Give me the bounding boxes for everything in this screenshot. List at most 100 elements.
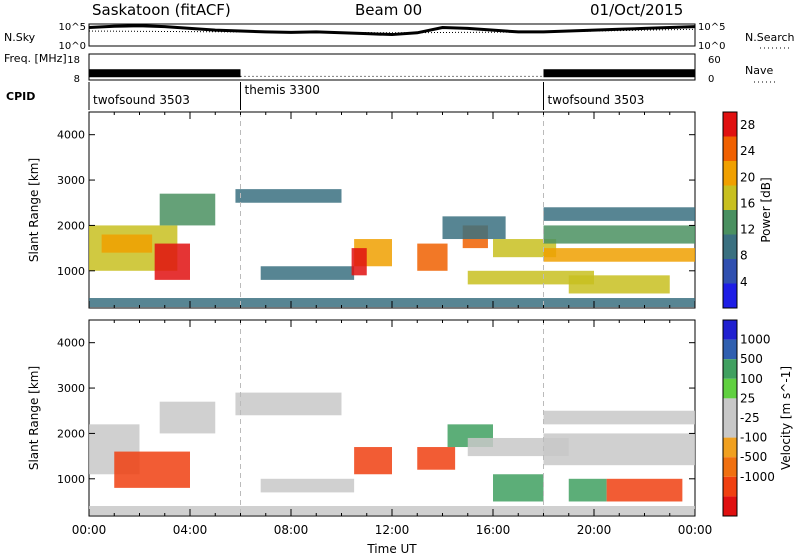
power-colorbar-label: Power [dB]: [759, 177, 773, 242]
rti-cell: [493, 474, 544, 502]
rti-cell: [101, 234, 153, 253]
power-colorbar-segment: [723, 210, 737, 235]
x-tick-label: 16:00: [476, 523, 511, 537]
cpid-label: CPID: [6, 90, 35, 103]
y-tick-label: 3000: [57, 382, 85, 395]
power-colorbar-segment: [723, 185, 737, 210]
nave-tick-top: 60: [708, 55, 721, 66]
power-colorbar-tick: 28: [740, 118, 755, 132]
x-tick-label: 00:00: [678, 523, 713, 537]
rti-cell: [159, 193, 216, 226]
rti-cell: [493, 239, 557, 258]
x-tick-label: 04:00: [173, 523, 208, 537]
velocity-colorbar-tick: -25: [740, 411, 760, 425]
rti-cell: [354, 447, 392, 475]
rti-cell: [260, 478, 355, 493]
power-colorbar-tick: 12: [740, 223, 755, 237]
power-colorbar-tick: 8: [740, 249, 748, 263]
rti-cell: [467, 270, 594, 285]
velocity-colorbar-segment: [723, 378, 737, 399]
cpid-segment-label: twofsound 3503: [548, 93, 645, 107]
cpid-segment-label: twofsound 3503: [93, 93, 190, 107]
velocity-colorbar-tick: 1000: [740, 333, 771, 347]
nsearch-label: N.Search: [745, 31, 795, 44]
power-colorbar-tick: 24: [740, 144, 755, 158]
power-colorbar-segment: [723, 161, 737, 186]
x-axis-label: Time UT: [366, 542, 417, 554]
rti-cell: [235, 392, 342, 416]
power-colorbar-tick: 20: [740, 170, 755, 184]
x-tick-label: 08:00: [274, 523, 309, 537]
velocity-colorbar-label: Velocity [m s^-1]: [779, 366, 793, 470]
nsky-series-1: [88, 28, 696, 34]
rti-cell: [606, 478, 683, 502]
power-colorbar-segment: [723, 259, 737, 284]
velocity-colorbar-segment: [723, 339, 737, 360]
cpid-segment-label: themis 3300: [245, 83, 320, 97]
velocity-colorbar-tick: 25: [740, 391, 755, 405]
power-colorbar-frame: [722, 111, 738, 309]
power-colorbar-tick: 16: [740, 196, 755, 210]
velocity-colorbar-segment: [723, 457, 737, 477]
power-colorbar-segment: [723, 234, 737, 259]
nave-tick-bottom: 0: [708, 74, 714, 85]
nsky-label: N.Sky: [4, 31, 36, 44]
power-colorbar-segment: [723, 136, 737, 161]
velocity-colorbar-segment: [723, 437, 737, 458]
rti-cell: [543, 410, 695, 425]
velocity-colorbar-tick: -1000: [740, 470, 775, 484]
rti-cell: [543, 248, 695, 262]
velocity-colorbar-segment: [723, 476, 737, 497]
freq-panel-frame: [88, 53, 696, 81]
y-tick-label: 3000: [57, 174, 85, 187]
nsky-tick-bottom: 10^0: [59, 41, 86, 52]
rti-cell: [543, 225, 695, 244]
rti-cell: [543, 433, 695, 466]
power-colorbar-segment: [723, 283, 737, 308]
y-tick-label: 1000: [57, 473, 85, 486]
y-tick-label: 4000: [57, 129, 85, 142]
nsearch-tick-top: 10^5: [698, 22, 725, 33]
rti-cell: [260, 266, 355, 280]
freq-band-early: [89, 69, 241, 78]
x-tick-label: 00:00: [72, 523, 107, 537]
freq-tick-bottom: 8: [74, 74, 80, 85]
rti-cell: [114, 451, 190, 488]
power-colorbar-segment: [723, 112, 737, 137]
y-axis-label: Slant Range [km]: [27, 158, 41, 262]
nsky-panel-frame: [88, 23, 696, 47]
nsky-tick-top: 10^5: [59, 22, 86, 33]
nsearch-tick-bottom: 10^0: [698, 41, 725, 52]
velocity-colorbar-tick: -100: [740, 431, 767, 445]
rti-cell: [235, 189, 342, 203]
rti-cell: [417, 243, 448, 271]
station-title: Saskatoon (fitACF): [92, 1, 231, 19]
velocity-colorbar-segment: [723, 398, 737, 418]
freq-band-late: [543, 69, 695, 78]
rti-cell: [543, 207, 695, 221]
rti-cell: [159, 401, 216, 434]
nave-label: Nave: [745, 64, 773, 77]
date-title: 01/Oct/2015: [590, 1, 684, 19]
y-tick-label: 1000: [57, 265, 85, 278]
velocity-colorbar-segment: [723, 418, 737, 438]
rti-cell: [442, 216, 506, 240]
y-axis-label: Slant Range [km]: [27, 366, 41, 470]
velocity-colorbar-tick: 100: [740, 372, 763, 386]
y-tick-label: 2000: [57, 219, 85, 232]
velocity-colorbar-segment: [723, 359, 737, 379]
beam-title: Beam 00: [355, 1, 423, 19]
x-tick-label: 20:00: [577, 523, 612, 537]
freq-tick-top: 18: [67, 55, 80, 66]
velocity-colorbar-frame: [722, 319, 738, 517]
velocity-colorbar-segment: [723, 496, 737, 516]
y-tick-label: 4000: [57, 337, 85, 350]
freq-label: Freq. [MHz]: [4, 52, 67, 65]
rti-cell: [351, 248, 367, 276]
rti-cell: [568, 478, 607, 502]
velocity-colorbar-tick: -500: [740, 450, 767, 464]
rti-cell: [154, 243, 190, 280]
nsky-series-0: [88, 24, 696, 37]
rti-cell: [568, 275, 670, 294]
rti-cell: [417, 447, 456, 470]
